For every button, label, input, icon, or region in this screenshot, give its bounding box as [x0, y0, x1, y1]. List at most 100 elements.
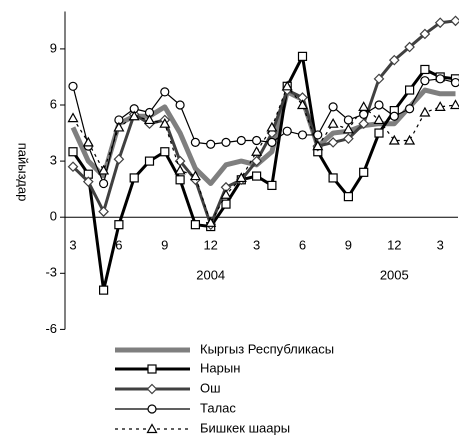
data-point — [449, 99, 459, 110]
data-point — [98, 206, 109, 217]
y-tick-label: -6 — [45, 321, 57, 336]
data-point — [404, 134, 416, 145]
data-point — [68, 81, 78, 91]
year-label: 2004 — [196, 267, 225, 282]
x-tick-label: 12 — [387, 237, 401, 252]
data-point — [358, 101, 370, 111]
data-point — [251, 146, 263, 156]
data-point — [405, 104, 415, 114]
data-point — [98, 178, 109, 189]
data-point — [419, 106, 431, 117]
data-point — [374, 128, 384, 138]
data-point — [252, 171, 262, 181]
data-point — [419, 28, 431, 40]
y-tick-label: 6 — [50, 96, 57, 111]
y-axis-label: пайыздар — [16, 143, 31, 202]
data-point — [327, 117, 339, 128]
data-point — [296, 99, 309, 110]
data-point — [420, 76, 430, 86]
legend-label: Кыргыз Республикасы — [200, 341, 334, 356]
data-point — [359, 167, 369, 177]
data-point — [98, 285, 109, 295]
data-point — [343, 133, 354, 145]
data-point — [205, 217, 217, 227]
data-point — [190, 137, 200, 147]
data-point — [67, 112, 79, 123]
x-tick-label: 6 — [115, 237, 122, 252]
data-point — [450, 15, 459, 27]
data-point — [175, 175, 185, 185]
y-tick-label: 9 — [50, 40, 57, 55]
data-point — [206, 139, 216, 149]
y-tick-label: 3 — [50, 153, 57, 168]
y-tick-label: 0 — [50, 209, 57, 224]
data-point — [358, 118, 370, 130]
legend-label: Бишкек шаары — [200, 420, 290, 435]
data-point — [113, 121, 125, 132]
data-point — [98, 164, 110, 175]
data-point — [267, 137, 277, 147]
data-point — [159, 117, 171, 128]
data-point — [328, 102, 338, 112]
x-tick-label: 12 — [203, 237, 217, 252]
legend-marker — [146, 383, 158, 395]
data-point — [67, 161, 79, 173]
data-point — [282, 126, 292, 136]
x-tick-label: 9 — [161, 237, 168, 252]
data-point — [267, 180, 277, 191]
data-point — [129, 173, 139, 183]
data-point — [160, 87, 170, 97]
data-point — [190, 220, 200, 230]
data-point — [266, 121, 278, 132]
data-point — [68, 147, 78, 157]
legend-label: Нарын — [200, 360, 240, 375]
data-point — [327, 137, 339, 148]
data-point — [160, 147, 170, 157]
legend-marker — [147, 364, 157, 374]
data-point — [404, 41, 415, 53]
data-point — [297, 130, 308, 140]
x-tick-label: 9 — [345, 237, 352, 252]
data-point — [388, 54, 400, 66]
data-point — [435, 74, 445, 84]
data-point — [342, 123, 354, 134]
data-point — [221, 199, 231, 209]
year-label: 2005 — [380, 267, 409, 282]
data-point — [450, 77, 459, 88]
data-point — [236, 135, 246, 146]
x-tick-label: 3 — [253, 237, 260, 252]
data-point — [82, 176, 94, 188]
data-point — [388, 134, 400, 145]
data-point — [343, 192, 353, 202]
data-point — [313, 130, 323, 140]
data-point — [389, 111, 399, 121]
x-tick-label: 6 — [299, 237, 306, 252]
data-point — [343, 115, 353, 125]
data-point — [235, 172, 247, 183]
legend-marker — [147, 404, 157, 414]
data-point — [221, 137, 231, 147]
data-point — [297, 51, 308, 61]
data-point — [174, 164, 186, 175]
data-point — [114, 220, 124, 230]
legend-label: Талас — [200, 400, 236, 415]
data-point — [281, 80, 293, 91]
data-point — [420, 64, 430, 75]
data-point — [220, 189, 232, 199]
data-point — [328, 173, 338, 183]
x-tick-label: 3 — [69, 237, 76, 252]
legend-marker — [146, 423, 158, 434]
x-tick-label: 3 — [437, 237, 444, 252]
data-point — [434, 17, 446, 29]
data-point — [434, 101, 446, 111]
series-line — [72, 78, 456, 185]
data-point — [312, 140, 324, 151]
data-point — [374, 100, 384, 110]
data-point — [405, 85, 415, 95]
series-line — [71, 54, 456, 292]
data-point — [252, 135, 262, 146]
data-point — [373, 114, 385, 125]
legend-label: Ош — [200, 380, 221, 395]
data-point — [143, 114, 156, 125]
